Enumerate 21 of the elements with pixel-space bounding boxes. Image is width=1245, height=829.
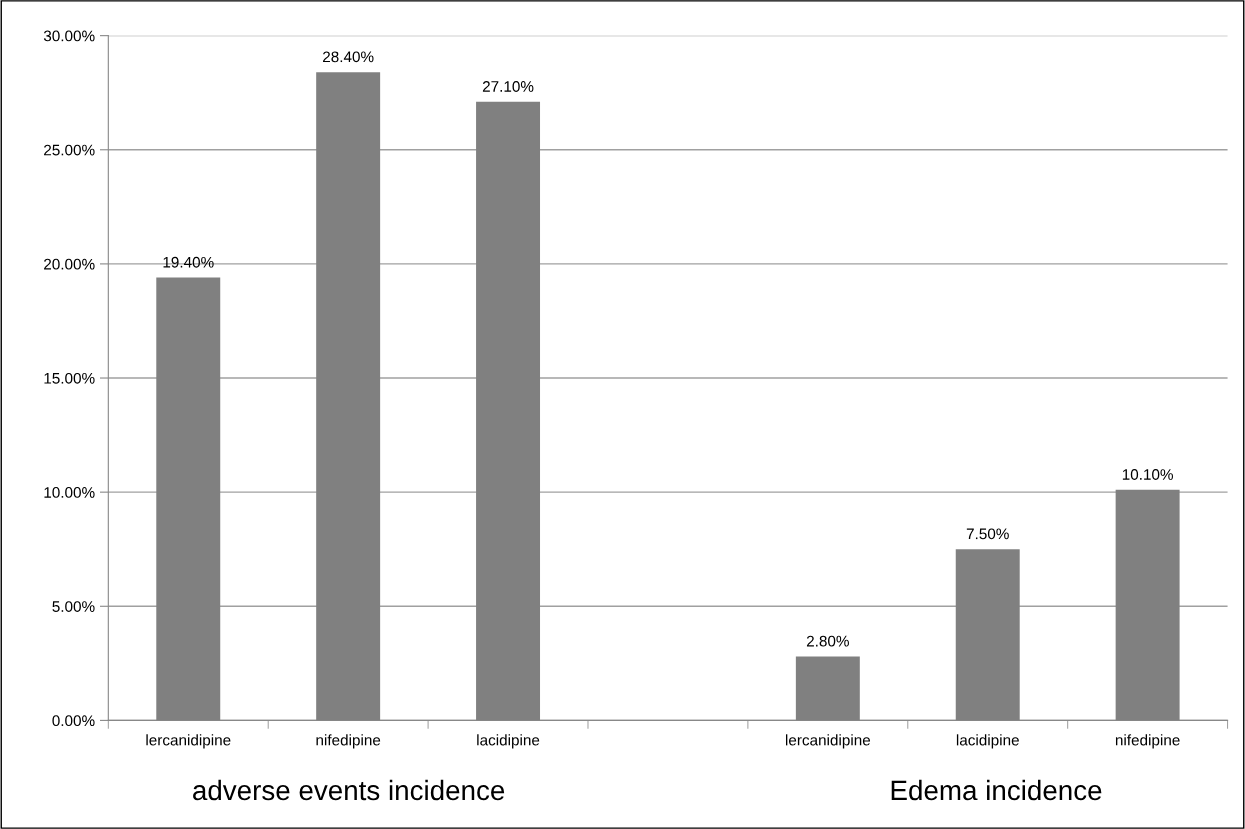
x-tick-label: lacidipine [477, 734, 540, 749]
y-tick-label: 30.00% [43, 30, 95, 42]
x-tick-label: nifedipine [1115, 734, 1180, 749]
text: adverse events incidence [193, 779, 505, 801]
y-tick-label: 25.00% [44, 144, 95, 156]
data-label: 19.40% [163, 256, 214, 268]
data-label: 28.40% [323, 51, 374, 63]
x-tick-label: lacidipine [956, 734, 1019, 749]
data-label: 2.80% [806, 635, 849, 647]
x-tick-label: lercanidipine [146, 734, 231, 749]
y-tick-label: 20.00% [44, 258, 95, 270]
y-tick-label: 0.00% [52, 715, 95, 727]
y-tick-label: 15.00% [44, 372, 95, 384]
data-label: 7.50% [966, 528, 1009, 540]
text: Edema incidence [891, 779, 1102, 801]
data-label: 27.10% [482, 81, 534, 92]
y-tick-label: 5.00% [52, 601, 95, 612]
y-tick-label: 10.00% [44, 487, 95, 498]
x-tick-label: nifedipine [316, 734, 381, 749]
x-tick-label: lercanidipine [785, 734, 871, 749]
data-label: 10.10% [1122, 469, 1173, 480]
